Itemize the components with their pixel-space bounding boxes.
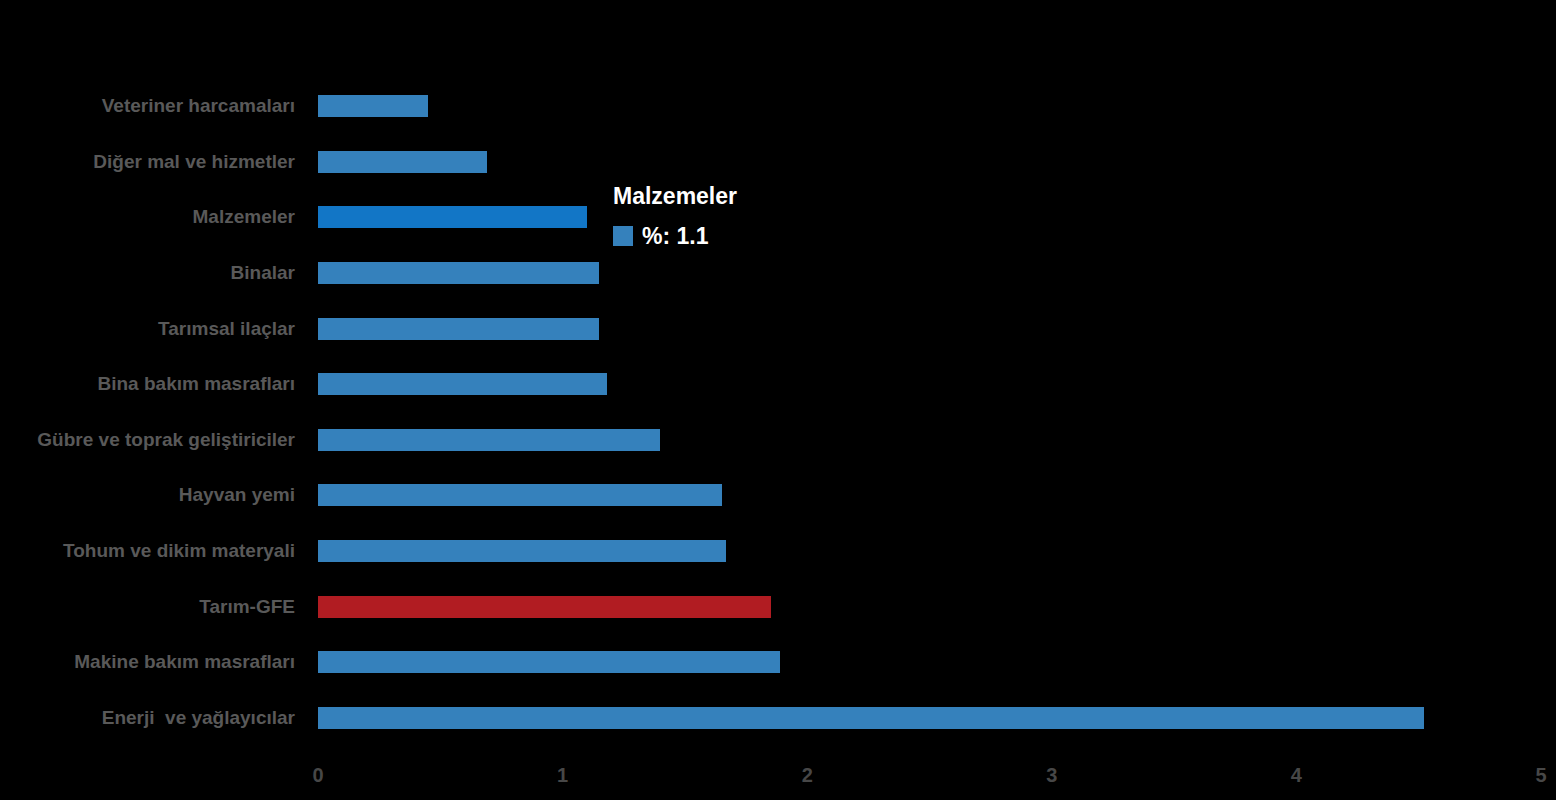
category-label: Tarım-GFE [0, 596, 295, 618]
chart-row: Tohum ve dikim materyali [0, 540, 1556, 562]
chart-row: Enerji ve yağlayıcılar [0, 707, 1556, 729]
x-axis-tick-label: 5 [1535, 758, 1546, 792]
category-label: Tarımsal ilaçlar [0, 318, 295, 340]
bar[interactable] [318, 540, 726, 562]
bar[interactable] [318, 318, 599, 340]
category-label: Veteriner harcamaları [0, 95, 295, 117]
category-label: Binalar [0, 262, 295, 284]
category-label: Enerji ve yağlayıcılar [0, 707, 295, 729]
chart-row: Malzemeler [0, 206, 1556, 228]
tooltip-title: Malzemeler [613, 182, 737, 210]
bar[interactable] [318, 429, 660, 451]
bar[interactable] [318, 651, 780, 673]
category-label: Gübre ve toprak geliştiriciler [0, 429, 295, 451]
bar[interactable] [318, 262, 599, 284]
chart-row: Diğer mal ve hizmetler [0, 151, 1556, 173]
bar[interactable] [318, 373, 607, 395]
bar[interactable] [318, 707, 1424, 729]
category-label: Malzemeler [0, 206, 295, 228]
category-label: Tohum ve dikim materyali [0, 540, 295, 562]
chart-row: Tarım-GFE [0, 596, 1556, 618]
chart-row: Veteriner harcamaları [0, 95, 1556, 117]
category-label: Hayvan yemi [0, 484, 295, 506]
x-axis-tick-label: 0 [312, 758, 323, 792]
bar[interactable] [318, 151, 487, 173]
bar[interactable] [318, 95, 428, 117]
bar-accent[interactable] [318, 596, 771, 618]
x-axis: 0 1 2 3 4 5 [0, 758, 1556, 792]
chart-row: Hayvan yemi [0, 484, 1556, 506]
category-label: Bina bakım masrafları [0, 373, 295, 395]
x-axis-tick-label: 1 [557, 758, 568, 792]
bar[interactable] [318, 484, 722, 506]
category-label: Diğer mal ve hizmetler [0, 151, 295, 173]
x-axis-tick-label: 3 [1046, 758, 1057, 792]
category-label: Makine bakım masrafları [0, 651, 295, 673]
x-axis-tick-label: 4 [1291, 758, 1302, 792]
tooltip: Malzemeler %: 1.1 [613, 182, 737, 248]
bar-chart: Veteriner harcamaları Diğer mal ve hizmet… [0, 0, 1556, 800]
series-swatch-icon [613, 226, 633, 246]
bar-highlighted[interactable] [318, 206, 587, 228]
chart-row: Makine bakım masrafları [0, 651, 1556, 673]
chart-row: Bina bakım masrafları [0, 373, 1556, 395]
x-axis-tick-label: 2 [802, 758, 813, 792]
tooltip-row: %: 1.1 [613, 224, 737, 248]
chart-row: Binalar [0, 262, 1556, 284]
chart-row: Gübre ve toprak geliştiriciler [0, 429, 1556, 451]
chart-row: Tarımsal ilaçlar [0, 318, 1556, 340]
tooltip-value: %: 1.1 [642, 224, 708, 248]
